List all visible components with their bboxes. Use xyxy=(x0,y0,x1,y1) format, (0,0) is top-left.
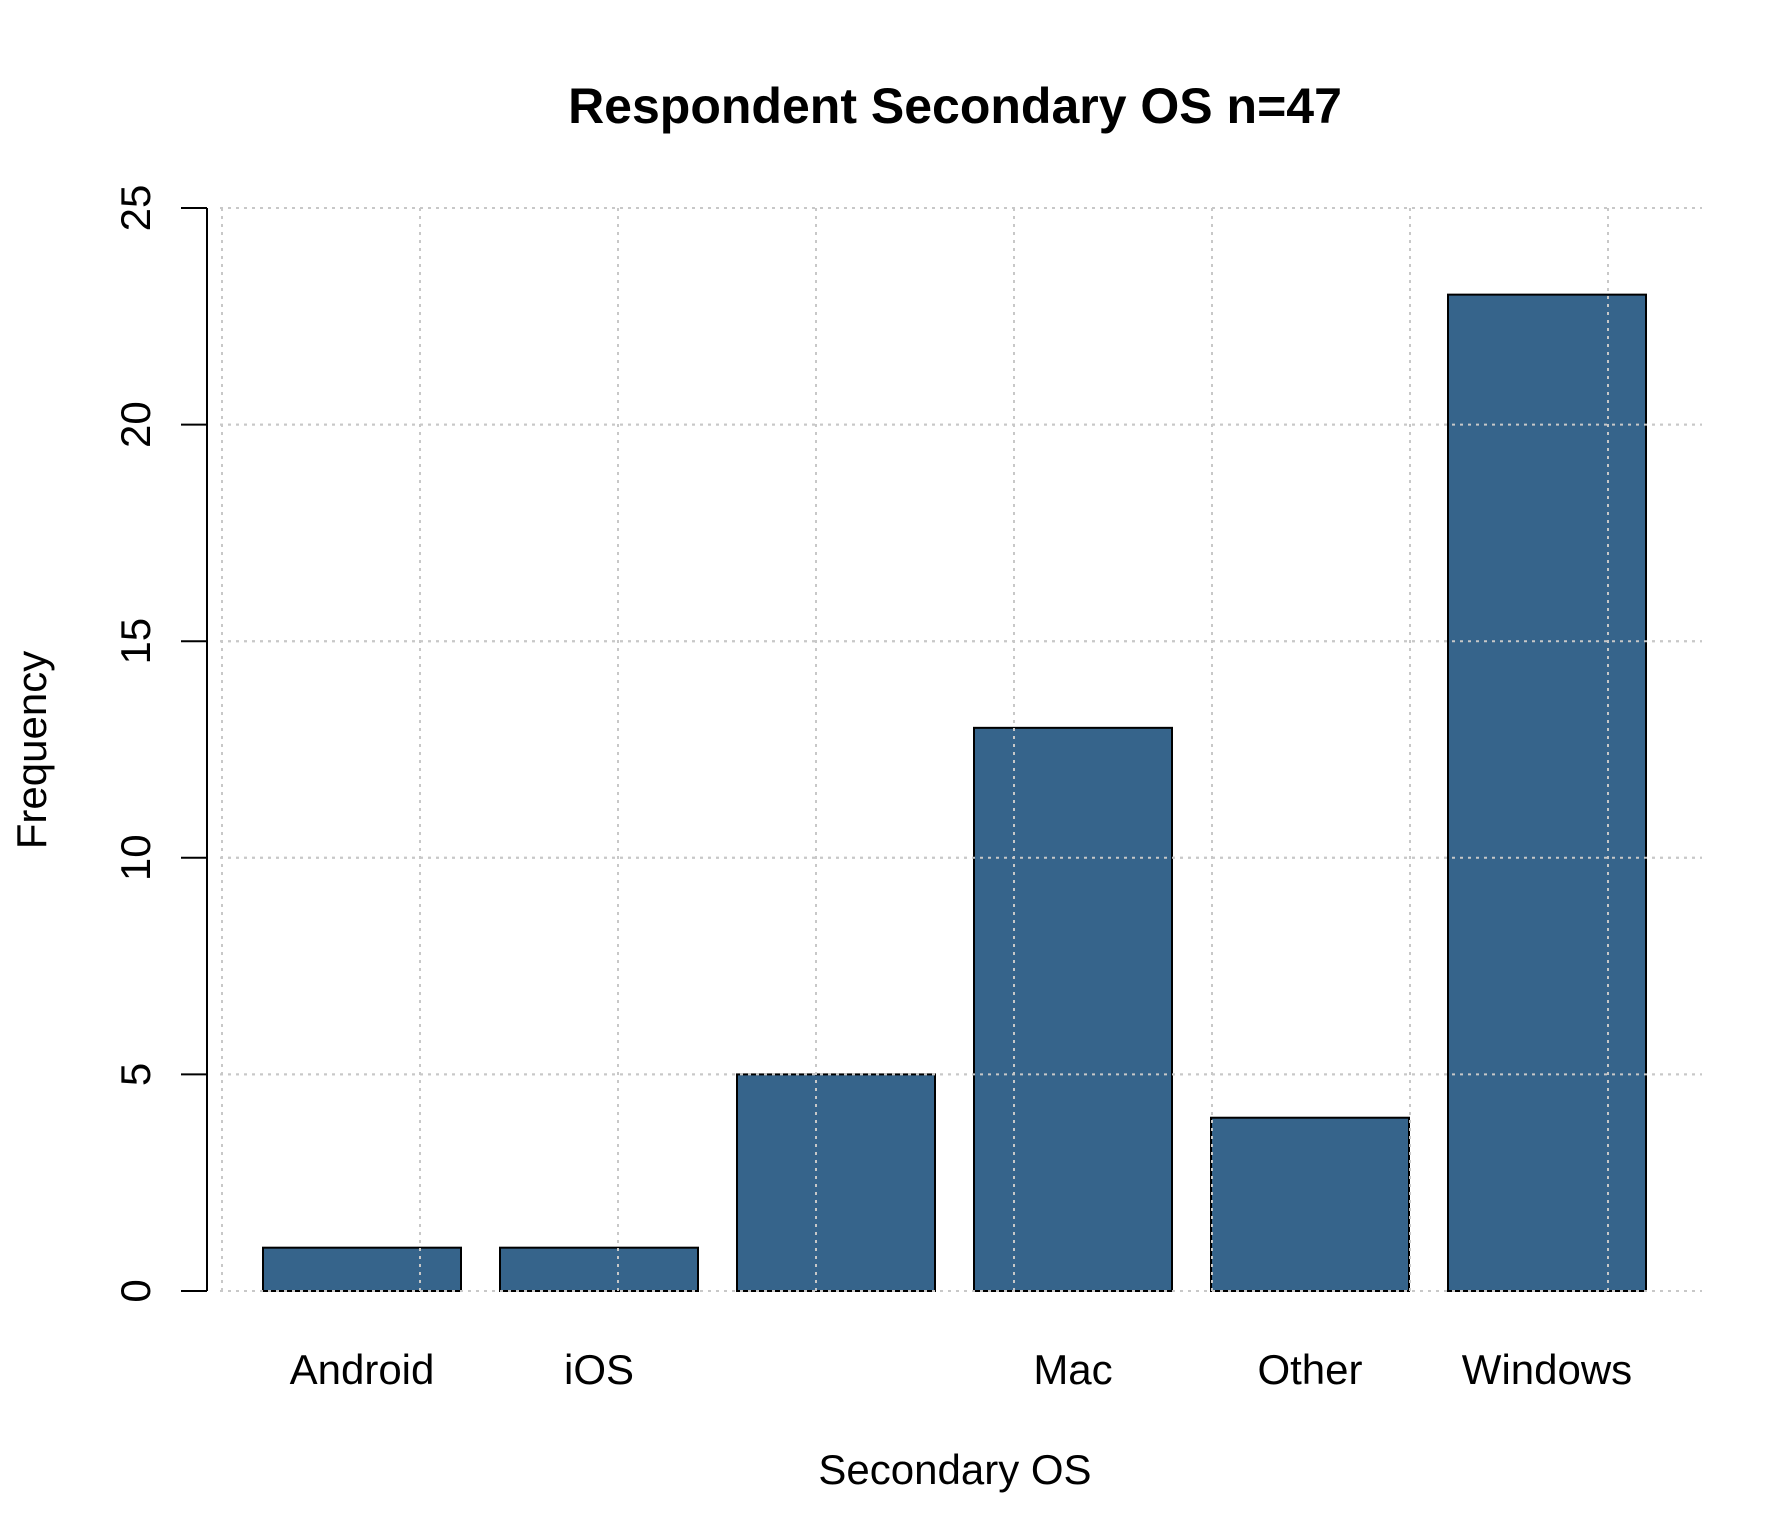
y-tick-label: 10 xyxy=(112,834,159,881)
bar-ios xyxy=(500,1248,698,1291)
x-tick-label: Other xyxy=(1257,1346,1362,1393)
x-tick-label: Windows xyxy=(1462,1346,1632,1393)
y-axis: 0 5 10 15 20 25 xyxy=(112,185,207,1303)
bar-windows xyxy=(1448,295,1646,1291)
bar-layer xyxy=(263,295,1646,1291)
bar-mac xyxy=(974,728,1172,1291)
chart-title: Respondent Secondary OS n=47 xyxy=(568,78,1342,134)
bar-other xyxy=(1211,1118,1409,1291)
x-tick-label: iOS xyxy=(564,1346,634,1393)
y-tick-label: 0 xyxy=(112,1279,159,1302)
y-tick-label: 15 xyxy=(112,618,159,665)
bar-unlabeled xyxy=(737,1074,935,1291)
x-tick-labels: Android iOS Mac Other Windows xyxy=(290,1346,1633,1393)
x-tick-label: Mac xyxy=(1033,1346,1112,1393)
x-tick-label: Android xyxy=(290,1346,435,1393)
y-axis-label: Frequency xyxy=(8,651,55,849)
x-axis-label: Secondary OS xyxy=(818,1446,1091,1493)
y-tick-label: 25 xyxy=(112,185,159,232)
y-tick-label: 5 xyxy=(112,1063,159,1086)
bar-android xyxy=(263,1248,461,1291)
y-tick-label: 20 xyxy=(112,401,159,448)
